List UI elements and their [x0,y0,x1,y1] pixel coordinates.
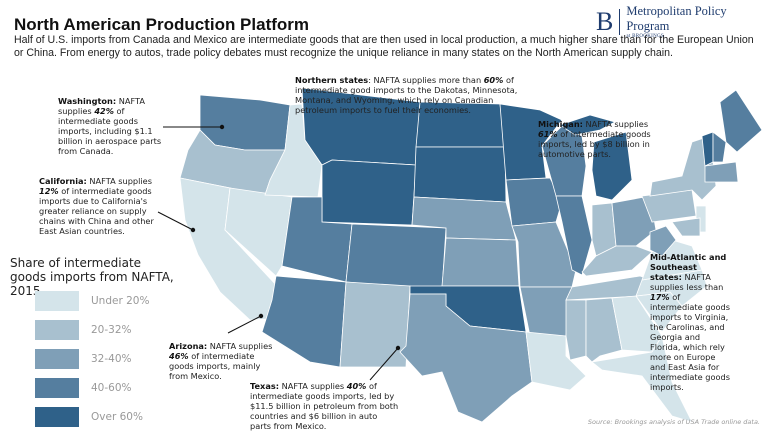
leader-line [369,347,399,381]
state-nh [712,131,727,163]
page-title: North American Production Platform [14,15,310,34]
legend-swatch [35,320,79,340]
state-ar [519,286,573,337]
note-state: Northern states [295,75,369,85]
leader-dot [190,227,196,233]
legend-label: Under 20% [91,295,150,307]
note-text: NAFTA supplies [582,119,649,129]
legend-swatch [35,349,79,369]
source-note: Source: Brookings analysis of USA Trade … [587,418,760,426]
logo-mark: B [596,8,621,35]
state-wv [649,225,677,257]
note-text: NAFTA supplies [279,381,347,391]
note-text: NAFTA supplies [86,176,152,186]
note-text: of intermediate goods imports, mainly fr… [169,351,261,381]
note-pct: 40% [346,381,367,391]
legend-label: 20-32% [91,324,132,336]
note-state: California: [39,176,87,186]
note-arizona: Arizona: NAFTA supplies 46% of intermedi… [169,341,277,381]
leader-line [157,211,194,231]
note-michigan: Michigan: NAFTA supplies 61% of intermed… [538,119,653,159]
note-text: NAFTA supplies [207,341,273,351]
state-nm [339,281,411,368]
logo-name: Metropolitan Policy Program [626,4,727,33]
note-state: Mid-Atlantic and Southeast states: [650,252,727,282]
state-ny [649,135,717,201]
note-state: Arizona: [169,341,208,351]
note-text: of intermediate goods imports, led by $8… [538,129,651,159]
state-mi [559,114,617,136]
note-text: of intermediate goods imports due to Cal… [39,186,154,236]
state-mi [591,131,633,201]
legend-swatch [35,407,79,427]
state-wy [321,159,417,226]
note-text: : NAFTA supplies more than [368,75,484,85]
legend-label: Over 60% [91,411,143,423]
state-ma [704,161,739,183]
note-texas: Texas: NAFTA supplies 40% of intermediat… [250,381,400,431]
note-text: of intermediate goods imports, led by $1… [250,381,399,431]
state-ks [441,237,520,287]
note-text: NAFTA supplies less than [650,272,724,292]
note-state: Michigan: [538,119,583,129]
brookings-logo: B Metropolitan Policy Program at BROOKIN… [596,4,768,39]
logo-sub: at BROOKINGS [626,34,664,39]
note-pct: 61% [538,129,558,139]
state-wa [199,94,291,151]
state-il [555,195,593,276]
intro-text: Half of U.S. imports from Canada and Mex… [14,34,754,59]
leader-dot [258,313,264,319]
state-ky [581,245,653,277]
leader-dot [219,124,225,130]
leader-line [227,315,262,334]
legend-item: Over 60% [35,407,149,427]
note-pct: 60% [483,75,504,85]
note-text: of intermediate good imports to the Dako… [295,75,518,115]
state-fl [591,334,693,423]
note-pct: 17% [650,292,670,302]
legend-item: 20-32% [35,320,149,340]
state-ms [565,299,587,361]
state-ia [505,177,563,227]
state-co [345,223,447,291]
leader-dot [395,345,401,351]
legend: Under 20% 20-32% 32-40% 40-60% Over 60% [35,291,149,436]
legend-swatch [35,378,79,398]
state-sd [413,146,507,203]
state-tx [399,293,533,423]
legend-swatch [35,291,79,311]
note-state: Washington: [58,96,117,106]
legend-item: 32-40% [35,349,149,369]
state-me [719,89,763,153]
legend-label: 32-40% [91,353,132,365]
legend-title: Share of intermediate goods imports from… [10,256,174,298]
note-state: Texas: [250,381,280,391]
note-text: NAFTA supplies [58,96,145,116]
note-pct: 42% [94,106,114,116]
note-text: of intermediate goods imports, including… [58,106,162,156]
legend-item: 40-60% [35,378,149,398]
state-md [671,217,701,237]
note-pct: 12% [39,186,59,196]
legend-item: Under 20% [35,291,149,311]
note-mid-atlantic-southeast: Mid-Atlantic and Southeast states: NAFTA… [650,252,730,392]
note-california: California: NAFTA supplies 12% of interm… [39,176,157,236]
note-northern-states: Northern states: NAFTA supplies more tha… [295,75,520,115]
note-washington: Washington: NAFTA supplies 42% of interm… [58,96,168,156]
note-pct: 46% [169,351,189,361]
legend-label: 40-60% [91,382,132,394]
note-text: of intermediate goods imports to Virgini… [650,292,730,392]
